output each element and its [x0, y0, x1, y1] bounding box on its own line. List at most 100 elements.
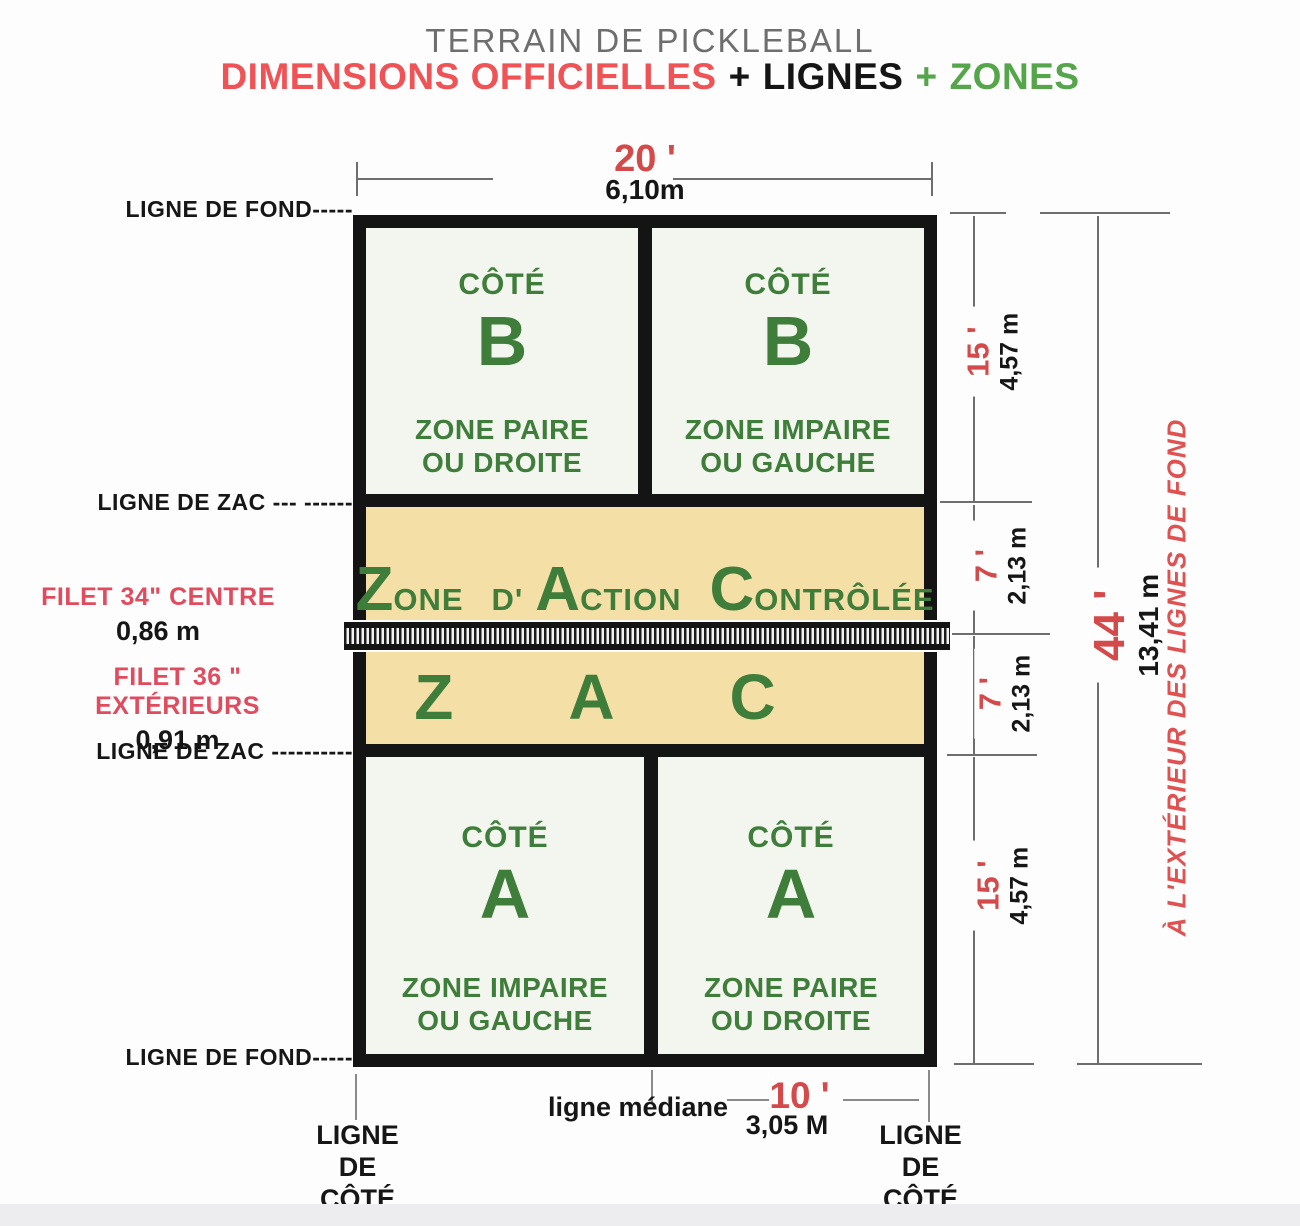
zac-letter-a: A: [535, 555, 581, 624]
subtitle-dimensions: DIMENSIONS OFFICIELLES: [220, 56, 717, 97]
subtitle-lignes: LIGNES: [762, 56, 904, 97]
zac-abbr-z: Z: [414, 661, 454, 733]
zone-b-right-letter: B: [762, 302, 814, 380]
zone-a-right: CÔTÉ A ZONE PAIRE OU DROITE: [658, 757, 924, 1054]
dim-tick-5: [954, 1063, 1034, 1065]
dim-44-tick-bottom: [1077, 1063, 1202, 1065]
zone-a-left: CÔTÉ A ZONE IMPAIRE OU GAUCHE: [366, 757, 644, 1054]
dim-tick-4: [947, 754, 1037, 756]
zac-ontrolee: ONTRÔLÉE: [754, 582, 935, 617]
dim-15-bottom-feet: 15 ': [970, 860, 1006, 912]
top-dimension-line-left: [358, 178, 493, 180]
center-line-top: [638, 228, 652, 494]
zone-b-left-desc-2: OU DROITE: [421, 447, 583, 479]
dim-44-meters: 13,41 m: [1133, 573, 1164, 677]
dim-10-line-left: [727, 1099, 769, 1101]
subtitle-zones: ZONES: [949, 56, 1080, 97]
top-dimension-feet: 20 ': [614, 138, 676, 180]
filet-exterieurs-text: FILET 36 " EXTÉRIEURS: [95, 663, 260, 720]
label-ligne-de-cote-left: LIGNE DE CÔTÉ: [295, 1120, 420, 1216]
zone-a-left-letter: A: [479, 855, 531, 933]
zac-band-top: Z ONE D' A CTION C ONTRÔLÉE: [355, 507, 934, 624]
page-title: TERRAIN DE PICKLEBALL: [425, 22, 875, 59]
zone-a-left-desc-2: OU GAUCHE: [417, 1005, 593, 1037]
dim-7-bottom-meters: 2,13 m: [1006, 655, 1035, 733]
court-side-a: CÔTÉ A ZONE IMPAIRE OU GAUCHE CÔTÉ A ZON…: [366, 757, 924, 1054]
page-subtitle: DIMENSIONS OFFICIELLES + LIGNES + ZONES: [0, 56, 1300, 98]
zone-b-right-cote: CÔTÉ: [744, 268, 832, 301]
label-filet-exterieurs: FILET 36 " EXTÉRIEURS 0,91 m: [30, 663, 325, 756]
label-ligne-de-zac-bottom: LIGNE DE ZAC ----------: [96, 738, 353, 764]
cote-left-line1: LIGNE: [316, 1120, 399, 1150]
subtitle-plus-1: +: [728, 56, 751, 97]
filet-exterieurs-meters: 0,91 m: [135, 725, 220, 755]
dim-10-line-right: [843, 1099, 919, 1101]
zac-abbr-a: A: [568, 661, 615, 733]
zac-letter-z: Z: [355, 555, 394, 624]
dim-7-bottom-feet: 7 ': [972, 677, 1008, 711]
dim-15-top-feet: 15 ': [960, 326, 996, 378]
top-dimension-tick-left: [356, 162, 358, 196]
label-ligne-mediane: ligne médiane: [548, 1092, 729, 1122]
zone-b-left-desc: ZONE PAIRE OU DROITE: [415, 413, 589, 480]
zone-b-left-desc-1: ZONE PAIRE: [414, 413, 590, 445]
zone-b-right: CÔTÉ B ZONE IMPAIRE OU GAUCHE: [652, 228, 924, 494]
zone-a-right-desc-1: ZONE PAIRE: [703, 971, 879, 1003]
center-line-bottom: [644, 757, 658, 1054]
zone-a-right-letter: A: [765, 855, 817, 933]
mediane-pointer-line: [651, 1070, 653, 1103]
zac-one: ONE: [393, 582, 464, 617]
footer-strip: [0, 1204, 1300, 1226]
zone-a-right-desc: ZONE PAIRE OU DROITE: [704, 971, 878, 1038]
zone-b-left-cote: CÔTÉ: [458, 268, 546, 301]
zone-a-left-cote: CÔTÉ: [461, 821, 549, 854]
dim-15-bottom-meters: 4,57 m: [1004, 847, 1033, 925]
ligne-de-zac-top-line: [366, 494, 924, 507]
filet-centre-meters: 0,86 m: [115, 616, 201, 646]
dim-10-meters: 3,05 M: [745, 1110, 829, 1140]
zone-b-right-desc-1: ZONE IMPAIRE: [684, 413, 892, 445]
court-side-b: CÔTÉ B ZONE PAIRE OU DROITE CÔTÉ B ZONE …: [366, 228, 924, 494]
dim-44-tick-top: [1040, 212, 1170, 214]
top-dimension-line-right: [673, 178, 932, 180]
top-dimension-tick-right: [931, 162, 933, 196]
zone-a-left-desc: ZONE IMPAIRE OU GAUCHE: [402, 971, 608, 1038]
zac-abbr: Z A C: [366, 650, 924, 744]
top-dimension-meters: 6,10m: [605, 174, 685, 205]
zone-a-right-desc-2: OU DROITE: [710, 1005, 872, 1037]
zone-b-right-desc: ZONE IMPAIRE OU GAUCHE: [685, 413, 891, 480]
dim-10-feet: 10 ': [769, 1075, 830, 1116]
subtitle-plus-2: +: [915, 56, 938, 97]
cote-right-pointer-line: [928, 1070, 930, 1122]
dim-note-text: À L'EXTÉRIEUR DES LIGNES DE FOND: [1161, 418, 1192, 936]
cote-left-line2: DE: [338, 1151, 377, 1182]
zone-b-left: CÔTÉ B ZONE PAIRE OU DROITE: [366, 228, 638, 494]
label-ligne-de-cote-right: LIGNE DE CÔTÉ: [858, 1120, 983, 1216]
zone-b-left-letter: B: [476, 302, 528, 380]
filet-centre-text: FILET 34" CENTRE: [41, 583, 275, 611]
zone-a-left-desc-1: ZONE IMPAIRE: [401, 971, 609, 1003]
zac-abbr-c: C: [729, 661, 776, 733]
zac-ction: CTION: [580, 582, 682, 617]
dim-seg-3: [973, 636, 975, 754]
dim-7-top-feet: 7 ': [968, 549, 1004, 583]
ligne-de-zac-bottom-line: [366, 744, 924, 757]
dim-7-top-meters: 2,13 m: [1002, 527, 1031, 605]
label-ligne-de-fond-bottom: LIGNE DE FOND-----: [125, 1044, 353, 1070]
zac-full-text: Z ONE D' A CTION C ONTRÔLÉE: [355, 555, 933, 624]
dim-tick-2: [940, 501, 1032, 503]
zac-d: D': [491, 582, 524, 617]
net-band: [344, 622, 950, 650]
cote-left-pointer-line: [355, 1074, 357, 1120]
zac-letter-c: C: [709, 555, 755, 624]
label-ligne-de-fond-top: LIGNE DE FOND-----: [125, 196, 353, 222]
dim-44-feet: 44 ': [1084, 589, 1134, 661]
zac-band-bottom: Z A C: [366, 650, 924, 744]
dim-tick-1: [950, 212, 1006, 214]
zone-a-right-cote: CÔTÉ: [747, 821, 835, 854]
cote-right-line1: LIGNE: [879, 1120, 962, 1150]
dim-tick-3: [952, 633, 1050, 635]
dim-15-top-meters: 4,57 m: [994, 313, 1023, 391]
label-filet-centre: FILET 34" CENTRE 0,86 m: [38, 583, 278, 647]
